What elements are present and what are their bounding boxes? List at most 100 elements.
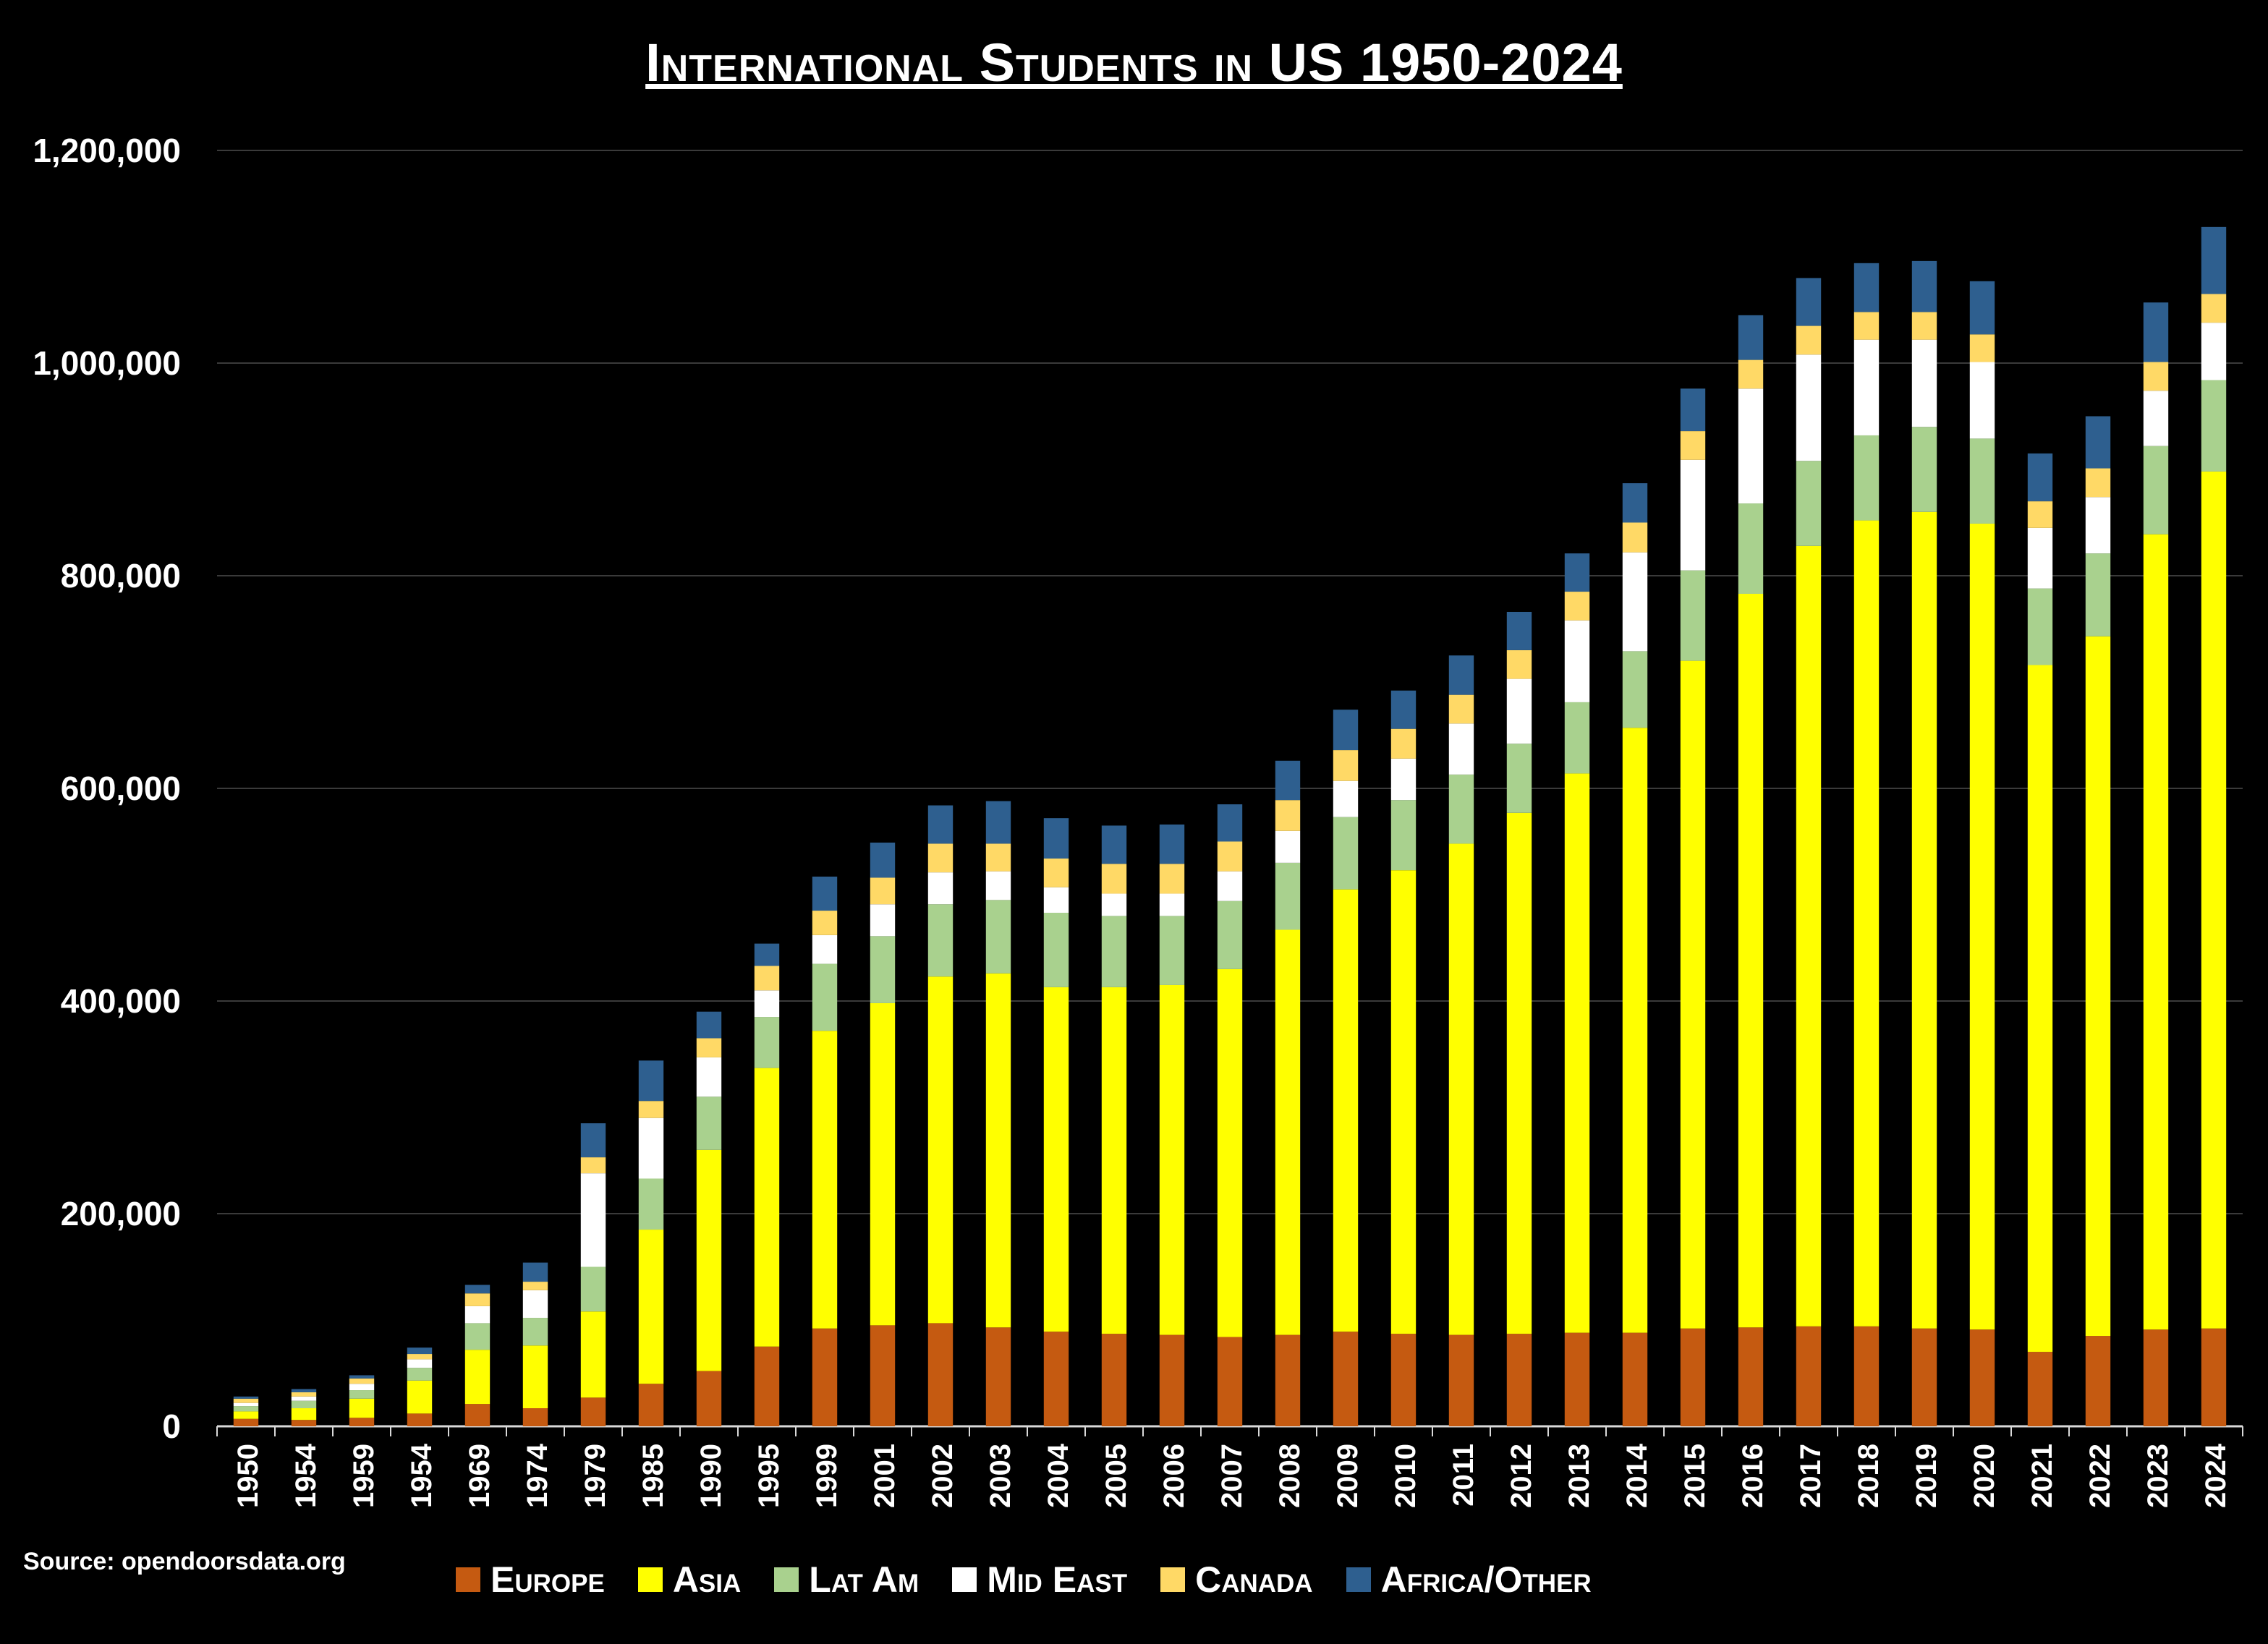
bar-segment-asia	[2143, 534, 2169, 1330]
source-note: Source: opendoorsdata.org	[23, 1548, 346, 1575]
bar-segment-asia	[1333, 889, 1359, 1332]
y-tick-label: 1,000,000	[33, 344, 181, 382]
bar-segment-canada	[1448, 694, 1474, 724]
bar-segment-mid-east	[580, 1173, 606, 1267]
bar-segment-mid-east	[2085, 497, 2111, 554]
x-tick-label: 2015	[1679, 1444, 1711, 1508]
bar-segment-mid-east	[1101, 893, 1127, 916]
x-tick-label: 1999	[811, 1444, 843, 1508]
bar-segment-europe	[233, 1418, 259, 1426]
legend-item-africa-other: Africa/Other	[1346, 1559, 1592, 1601]
bar-segment-europe	[407, 1413, 433, 1426]
bar-segment-europe	[2201, 1328, 2227, 1426]
bar-segment-asia	[1680, 660, 1706, 1329]
legend-item-europe: Europe	[456, 1559, 605, 1601]
bar-segment-canada	[2027, 501, 2053, 528]
legend-label: Europe	[490, 1559, 605, 1600]
bar-segment-africa-other	[1506, 611, 1532, 650]
bar-segment-lat-am	[1853, 435, 1880, 521]
bar-segment-africa-other	[464, 1285, 490, 1294]
bar-segment-europe	[985, 1327, 1011, 1426]
bar-segment-canada	[1159, 864, 1185, 894]
bar-segment-canada	[1506, 649, 1532, 679]
x-tick-label: 2012	[1505, 1444, 1537, 1508]
bar-segment-europe	[522, 1408, 548, 1426]
bar-segment-africa-other	[1101, 825, 1127, 864]
bar-segment-asia	[233, 1411, 259, 1419]
bar-segment-lat-am	[1390, 800, 1417, 871]
bar-segment-asia	[464, 1350, 490, 1405]
bar-segment-lat-am	[1622, 651, 1648, 728]
bar-segment-mid-east	[1738, 388, 1764, 504]
bar-segment-asia	[1448, 843, 1474, 1335]
bar-segment-mid-east	[1390, 758, 1417, 801]
legend-label: Mid East	[987, 1559, 1128, 1600]
bar-segment-asia	[1101, 987, 1127, 1334]
bar-segment-africa-other	[812, 877, 838, 911]
bar-segment-africa-other	[985, 801, 1011, 844]
bar-segment-canada	[1911, 312, 1937, 340]
bar-segment-africa-other	[1217, 804, 1243, 842]
bar-segment-europe	[1969, 1329, 1995, 1426]
bar-segment-mid-east	[812, 934, 838, 964]
bar-segment-europe	[2027, 1352, 2053, 1426]
x-tick-label: 2009	[1332, 1444, 1364, 1508]
bar-segment-asia	[1853, 520, 1880, 1326]
bar-segment-canada	[1390, 728, 1417, 759]
bar-segment-canada	[812, 911, 838, 935]
legend-label: Asia	[672, 1559, 742, 1600]
legend-item-canada: Canada	[1160, 1559, 1313, 1601]
bar-segment-canada	[1101, 864, 1127, 894]
bar-segment-mid-east	[870, 904, 896, 937]
bar-segment-africa-other	[1448, 655, 1474, 695]
chart-title: International Students in US 1950-2024	[645, 33, 1623, 93]
y-tick-label: 200,000	[61, 1195, 181, 1232]
y-tick-label: 1,200,000	[33, 132, 181, 169]
bar-segment-europe	[1796, 1326, 1822, 1426]
bar-segment-europe	[754, 1346, 780, 1426]
bar-segment-canada	[1275, 800, 1301, 831]
bar-segment-lat-am	[522, 1318, 548, 1346]
bar-segment-lat-am	[1043, 912, 1069, 987]
bar-segment-lat-am	[812, 963, 838, 1031]
bar-segment-lat-am	[407, 1368, 433, 1381]
bar-segment-mid-east	[1796, 354, 1822, 461]
bar-segment-europe	[1333, 1332, 1359, 1426]
bar-segment-mid-east	[985, 871, 1011, 900]
legend-swatch	[1346, 1567, 1371, 1592]
bar-segment-asia	[1969, 523, 1995, 1330]
bar-segment-asia	[580, 1311, 606, 1398]
bar-segment-mid-east	[1680, 459, 1706, 571]
bar-segment-canada	[1622, 522, 1648, 553]
bar-segment-europe	[638, 1384, 664, 1426]
bar-segment-asia	[927, 976, 954, 1324]
x-tick-label: 1950	[232, 1444, 264, 1508]
bar-segment-mid-east	[696, 1057, 722, 1097]
bar-segment-canada	[233, 1398, 259, 1403]
bar-segment-canada	[870, 877, 896, 905]
x-tick-label: 1974	[522, 1443, 553, 1508]
bar-segment-europe	[1101, 1334, 1127, 1426]
x-tick-label: 2010	[1390, 1444, 1422, 1508]
bar-segment-africa-other	[2143, 302, 2169, 362]
x-tick-label: 2016	[1737, 1444, 1769, 1508]
bar-segment-europe	[580, 1397, 606, 1426]
bar-segment-lat-am	[1969, 438, 1995, 524]
x-tick-label: 2004	[1042, 1443, 1074, 1508]
bar-segment-europe	[1217, 1337, 1243, 1426]
legend-item-lat-am: Lat Am	[774, 1559, 919, 1601]
bar-segment-mid-east	[464, 1306, 490, 1324]
bar-segment-africa-other	[870, 842, 896, 878]
bar-segment-africa-other	[1969, 281, 1995, 335]
bar-segment-mid-east	[291, 1396, 317, 1401]
x-tick-label: 2003	[985, 1444, 1016, 1508]
x-tick-label: 2002	[927, 1444, 959, 1508]
bar-segment-lat-am	[696, 1096, 722, 1150]
bar-segment-lat-am	[2085, 553, 2111, 636]
bar-segment-mid-east	[1333, 780, 1359, 817]
x-tick-label: 2014	[1621, 1443, 1653, 1508]
bar-segment-africa-other	[407, 1347, 433, 1355]
bar-segment-europe	[1448, 1334, 1474, 1426]
bar-segment-lat-am	[1506, 744, 1532, 813]
bar-segment-asia	[349, 1398, 375, 1418]
